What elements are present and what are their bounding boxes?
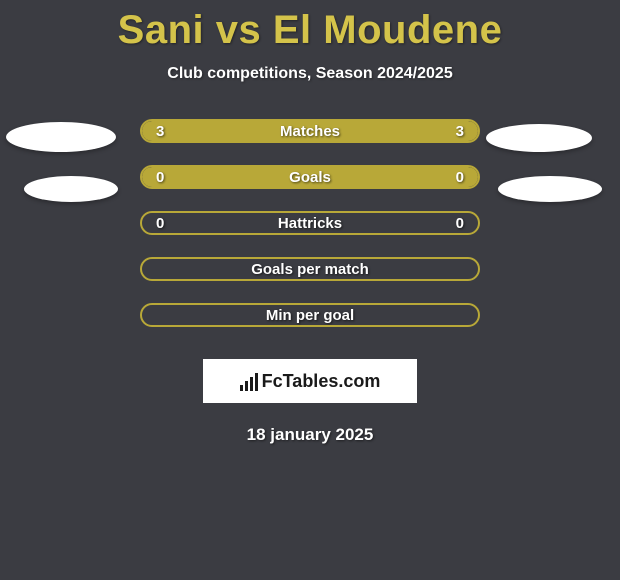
stat-value-right: 0 — [456, 169, 464, 186]
stat-label: Matches — [280, 123, 340, 140]
stat-label: Min per goal — [266, 307, 354, 324]
stat-row: 0 0 Goals — [140, 165, 480, 189]
stat-fill-right — [310, 167, 478, 187]
avatar-left — [24, 176, 118, 202]
stat-value-right: 3 — [456, 123, 464, 140]
stat-row-wrap: 0 0 Hattricks — [0, 211, 620, 257]
stat-row-wrap: Goals per match — [0, 257, 620, 303]
logo-bars-icon — [240, 371, 258, 391]
stat-value-left: 0 — [156, 215, 164, 232]
logo-text: FcTables.com — [262, 371, 381, 392]
logo-box: FcTables.com — [203, 359, 417, 403]
logo: FcTables.com — [240, 371, 381, 392]
page-title: Sani vs El Moudene — [0, 0, 620, 53]
avatar-right — [486, 124, 592, 152]
stat-row: Goals per match — [140, 257, 480, 281]
stat-row: Min per goal — [140, 303, 480, 327]
stat-value-right: 0 — [456, 215, 464, 232]
stat-label: Goals — [289, 169, 331, 186]
stats-rows: 3 3 Matches 0 0 Goals 0 0 Hattricks Goals per mat… — [0, 119, 620, 349]
avatar-left — [6, 122, 116, 152]
stat-label: Goals per match — [251, 261, 369, 278]
avatar-right — [498, 176, 602, 202]
stat-row: 0 0 Hattricks — [140, 211, 480, 235]
root: Sani vs El Moudene Club competitions, Se… — [0, 0, 620, 580]
stat-value-left: 3 — [156, 123, 164, 140]
page-subtitle: Club competitions, Season 2024/2025 — [0, 65, 620, 83]
stat-row: 3 3 Matches — [140, 119, 480, 143]
stat-fill-left — [142, 167, 310, 187]
stat-value-left: 0 — [156, 169, 164, 186]
stat-row-wrap: Min per goal — [0, 303, 620, 349]
stat-label: Hattricks — [278, 215, 342, 232]
date-label: 18 january 2025 — [0, 425, 620, 445]
